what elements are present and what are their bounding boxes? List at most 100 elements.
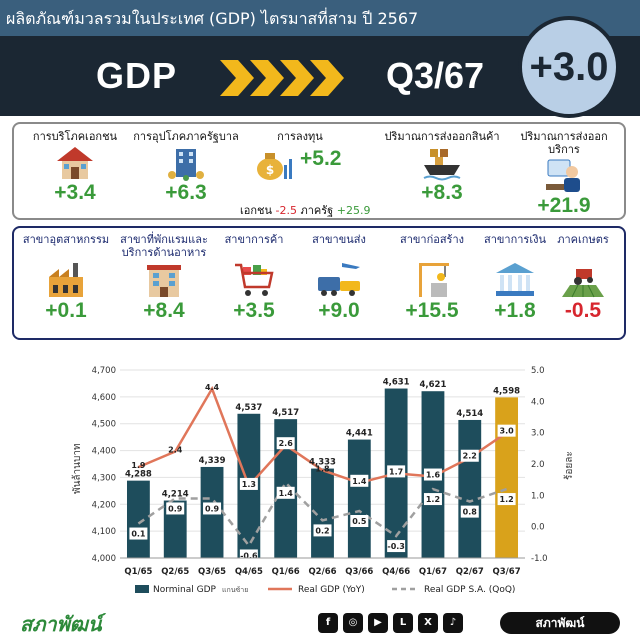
house-icon (57, 147, 93, 179)
factory-icon (49, 263, 83, 297)
sector-value: +9.0 (318, 299, 360, 322)
y-tick-left: 4,400 (92, 447, 116, 457)
gdp-chart: 4,288 4,214 4,339 4,537 4,517 4,333 4,441 4,631… (71, 366, 575, 595)
yoy-label: 2.2 (463, 452, 477, 461)
yoy-label-bg (239, 477, 258, 490)
investment-breakdown: เอกชน -2.5 ภาครัฐ +25.9 (240, 201, 370, 219)
sector-label: สาขาที่พักแรมและ (120, 233, 208, 246)
y-axis-title-left: พันล้านบาท (71, 443, 83, 494)
sector-value: +0.1 (45, 299, 87, 322)
qoq-label: 0.5 (352, 517, 367, 526)
demand-item-consumption: การบริโภคเอกชน +3.4 (20, 130, 130, 205)
bar (163, 500, 187, 558)
gdp-label: GDP (96, 55, 178, 96)
qoq-label-bg (203, 502, 222, 515)
qoq-label: 1.2 (500, 495, 514, 504)
sector-label: สาขาอุตสาหกรรม (22, 233, 110, 246)
y-tick-right: 2.0 (531, 460, 545, 470)
x-tick-label: Q3/65 (198, 567, 226, 577)
private-investment-value: -2.5 (275, 204, 297, 217)
y-tick-left: 4,500 (92, 420, 116, 430)
transport-icon (318, 263, 360, 296)
yoy-label-bg (460, 449, 479, 462)
y-tick-left: 4,600 (92, 393, 116, 403)
sector-value: +3.5 (233, 299, 275, 322)
qoq-label: 0.8 (463, 508, 478, 517)
youtube-icon[interactable]: ▶ (368, 613, 388, 633)
yoy-label-bg (497, 424, 516, 437)
sector-value: +1.8 (494, 299, 536, 322)
sector-label: สาขาการเงิน (484, 233, 546, 246)
legend-label-yoy: Real GDP (YoY) (298, 585, 365, 595)
demand-value: +6.3 (165, 181, 207, 204)
y-tick-left: 4,000 (92, 554, 116, 564)
legend-swatch-bar (135, 585, 149, 593)
x-icon[interactable]: X (418, 613, 438, 633)
yoy-label: 1.7 (389, 467, 403, 476)
demand-label: การบริโภคเอกชน (32, 130, 118, 143)
y-axis-title-right: ร้อยละ (563, 451, 575, 480)
money-bag-icon: $ (257, 153, 292, 180)
sector-item-finance: สาขาการเงิน +1.8 (480, 233, 550, 323)
qoq-label-bg (350, 515, 369, 527)
qoq-label-bg (129, 527, 148, 540)
sector-item-transport: สาขาขนส่ง +9.0 (294, 233, 384, 323)
bar-value-label: 4,631 (383, 378, 410, 388)
public-investment-value: +25.9 (336, 204, 371, 217)
service-icon (546, 159, 580, 192)
bank-icon (496, 263, 534, 296)
x-tick-label: Q1/65 (124, 567, 152, 577)
line-icon[interactable]: L (393, 613, 413, 633)
headline-growth-badge: +3.0 (518, 16, 620, 118)
y-tick-right: 5.0 (531, 366, 545, 376)
qoq-line (137, 480, 507, 548)
x-tick-label: Q1/67 (419, 567, 447, 577)
sector-label: สาขาขนส่ง (312, 233, 366, 246)
handle-pill[interactable]: สภาพัฒน์ (500, 612, 620, 634)
qoq-label-bg (166, 502, 185, 515)
government-building-icon (168, 149, 204, 181)
page-title: ผลิตภัณฑ์มวลรวมในประเทศ (GDP) ไตรมาสที่ส… (6, 9, 419, 28)
bar (347, 439, 371, 558)
facebook-icon[interactable]: f (318, 613, 338, 633)
qoq-label: 1.4 (279, 489, 294, 498)
yoy-label-bg (276, 437, 295, 450)
sector-item-hotels: สาขาที่พักแรมและ บริการด้านอาหาร +8.4 (114, 233, 214, 323)
demand-item-investment: การลงทุน $ +5.2 (240, 130, 360, 181)
x-tick-label: Q1/66 (272, 567, 300, 577)
x-tick-label: Q4/66 (382, 567, 410, 577)
x-tick-label: Q4/65 (235, 567, 263, 577)
instagram-icon[interactable]: ◎ (343, 613, 363, 633)
demand-label: ปริมาณการส่งออกสินค้า (384, 130, 500, 143)
demand-item-goods-exports: ปริมาณการส่งออกสินค้า +8.3 (382, 130, 502, 205)
bar-value-label: 4,514 (456, 409, 483, 419)
demand-value: +3.4 (54, 181, 96, 204)
private-investment-label: เอกชน (240, 204, 273, 217)
demand-item-service-exports: ปริมาณการส่งออกบริการ +21.9 (506, 130, 622, 218)
sector-label: สาขาก่อสร้าง (399, 233, 465, 246)
yoy-label: 4.4 (205, 383, 220, 392)
yoy-label: 1.8 (315, 464, 330, 473)
yoy-label: 3.0 (500, 427, 515, 436)
demand-value: +8.3 (421, 181, 463, 204)
sector-label: สาขาการค้า (224, 233, 284, 246)
sector-label-line2: บริการด้านอาหาร (121, 246, 207, 259)
x-tick-label: Q3/66 (345, 567, 373, 577)
yoy-line (137, 385, 508, 489)
bar-value-label: 4,333 (309, 458, 336, 468)
y-tick-right: 1.0 (531, 491, 545, 501)
yoy-label-bg (387, 465, 406, 478)
qoq-label: 1.2 (426, 495, 440, 504)
construction-icon (419, 263, 449, 297)
shopping-cart-icon (235, 263, 274, 296)
bar (495, 397, 519, 558)
bar (126, 480, 150, 558)
qoq-label: -0.6 (240, 551, 258, 560)
tiktok-icon[interactable]: ♪ (443, 613, 463, 633)
x-tick-label: Q2/66 (308, 567, 336, 577)
x-tick-label: Q3/67 (493, 567, 521, 577)
qoq-label: 0.9 (168, 504, 183, 513)
yoy-label: 1.4 (352, 477, 367, 486)
sector-panel (12, 226, 626, 340)
yoy-label: 1.3 (242, 480, 256, 489)
